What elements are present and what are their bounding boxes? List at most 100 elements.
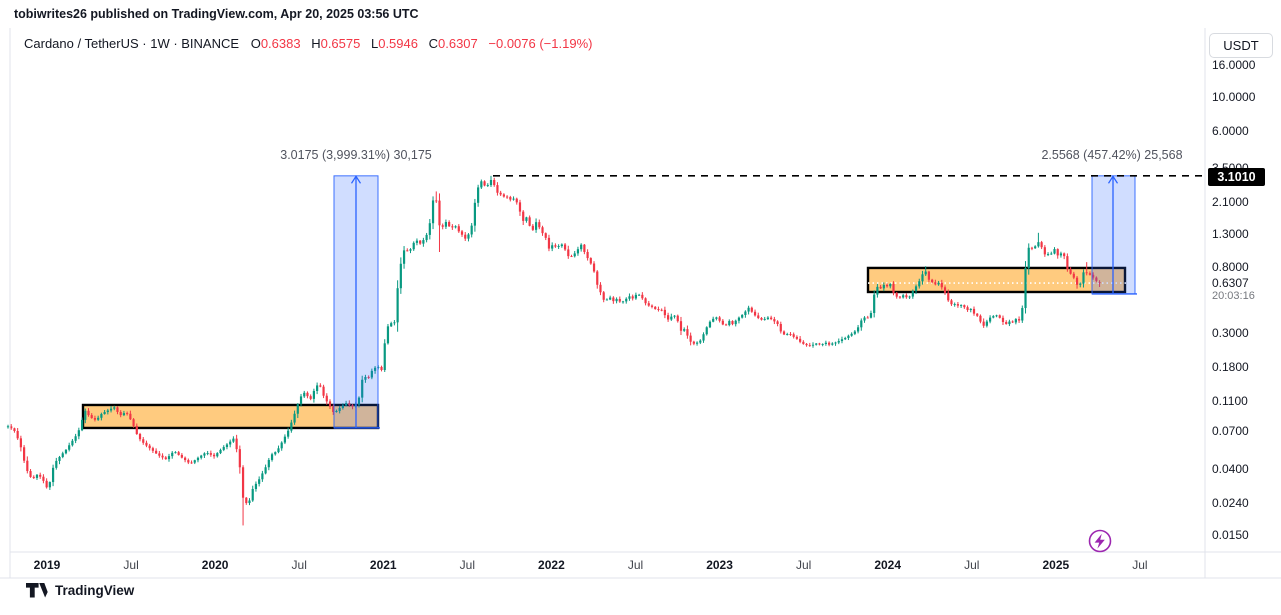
candle-body	[370, 370, 373, 378]
candle-body	[718, 317, 721, 321]
candle-body	[13, 428, 16, 432]
price-tick-label: 0.0240	[1212, 496, 1249, 510]
candle-body	[402, 250, 406, 264]
candle-body	[380, 366, 383, 371]
candle-body	[522, 211, 525, 221]
time-tick-month: Jul	[964, 558, 980, 572]
candle-body	[267, 459, 270, 468]
candle-body	[145, 442, 148, 446]
candle-body	[319, 385, 322, 387]
candle-body	[106, 410, 109, 413]
candle-body	[670, 316, 673, 320]
candle-body	[419, 240, 422, 244]
symbol-title: Cardano / TetherUS · 1W · BINANCE	[24, 36, 240, 51]
candle-body	[283, 436, 287, 443]
candle-body	[634, 294, 637, 299]
candle-body	[209, 453, 212, 455]
candle-body	[496, 185, 499, 193]
candle-body	[399, 263, 402, 289]
candle-body	[151, 448, 154, 451]
candle-body	[985, 321, 988, 326]
candle-body	[724, 324, 728, 326]
candle-body	[873, 294, 876, 314]
candle-body	[885, 284, 889, 287]
candle-body	[1030, 247, 1034, 249]
candle-body	[956, 304, 959, 306]
candle-body	[644, 298, 647, 304]
candle-body	[1027, 247, 1030, 269]
candle-body	[889, 283, 892, 287]
candle-body	[689, 335, 692, 342]
candle-body	[457, 226, 460, 232]
candle-body	[386, 326, 390, 344]
candle-body	[296, 404, 299, 414]
candle-body	[229, 441, 232, 445]
candle-body	[322, 386, 325, 396]
candle-body	[1017, 319, 1021, 321]
price-tick-label: 0.0700	[1212, 423, 1249, 438]
candle-body	[219, 449, 222, 454]
candle-body	[383, 343, 386, 371]
candle-body	[444, 222, 448, 227]
candle-body	[1072, 273, 1075, 278]
candle-body	[892, 283, 895, 293]
candle-body	[705, 327, 708, 335]
candle-body	[1085, 272, 1088, 274]
ohlc-open: O0.6383	[250, 36, 301, 51]
candle-body	[412, 242, 415, 250]
candle-body	[802, 341, 805, 344]
candle-body	[64, 449, 68, 454]
candle-body	[483, 181, 486, 186]
candle-body	[673, 315, 676, 317]
candle-body	[979, 315, 982, 322]
candle-body	[518, 202, 522, 212]
candle-body	[753, 311, 757, 316]
time-tick-month: Jul	[459, 558, 476, 572]
candle-body	[1092, 274, 1095, 278]
candle-body	[361, 379, 364, 398]
candle-body	[573, 253, 576, 257]
candle-body	[692, 341, 695, 344]
candle-body	[779, 323, 782, 332]
candle-body	[312, 390, 315, 399]
tradingview-logo[interactable]: TradingView	[26, 583, 134, 598]
tradingview-logo-icon	[26, 583, 48, 598]
time-tick-month: Jul	[795, 558, 812, 572]
lightning-icon[interactable]	[1088, 529, 1112, 553]
candle-body	[544, 233, 547, 238]
candle-body	[113, 407, 116, 409]
projection-arrow-head	[350, 175, 362, 184]
candle-body	[158, 453, 161, 456]
candle-body	[248, 500, 251, 504]
candle-body	[270, 454, 274, 460]
price-tick-label: 10.0000	[1212, 90, 1256, 105]
candle-body	[905, 295, 908, 298]
candle-body	[51, 467, 55, 483]
candle-body	[390, 323, 393, 327]
candle-body	[795, 336, 798, 339]
candle-body	[261, 473, 264, 480]
candle-body	[126, 413, 129, 415]
candle-body	[895, 292, 898, 297]
candle-body	[93, 418, 97, 420]
candle-body	[499, 192, 502, 195]
candle-body	[309, 396, 312, 399]
candle-body	[251, 488, 254, 501]
candle-body	[1050, 253, 1053, 255]
currency-toggle-button[interactable]: USDT	[1209, 33, 1273, 58]
candle-body	[815, 343, 818, 345]
candle-body	[84, 410, 87, 420]
candle-body	[805, 343, 808, 346]
candle-body	[953, 304, 956, 306]
candle-body	[853, 331, 856, 334]
candle-body	[506, 196, 509, 198]
candle-body	[161, 455, 164, 458]
candle-body	[856, 327, 860, 332]
candle-body	[435, 200, 438, 202]
candle-body	[68, 445, 71, 450]
candle-body	[264, 467, 267, 474]
candle-body	[786, 334, 789, 335]
time-tick-year: 2022	[538, 558, 565, 572]
candle-body	[55, 460, 58, 468]
